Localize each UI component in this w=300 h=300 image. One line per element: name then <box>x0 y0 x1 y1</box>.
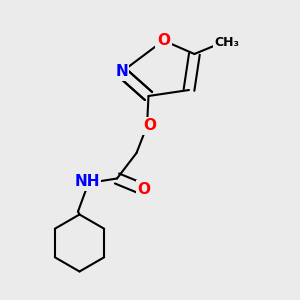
Text: O: O <box>137 182 151 196</box>
Text: O: O <box>143 118 157 134</box>
Text: NH: NH <box>74 174 100 189</box>
Text: CH₃: CH₃ <box>214 35 239 49</box>
Text: N: N <box>115 64 128 80</box>
Text: O: O <box>157 33 170 48</box>
